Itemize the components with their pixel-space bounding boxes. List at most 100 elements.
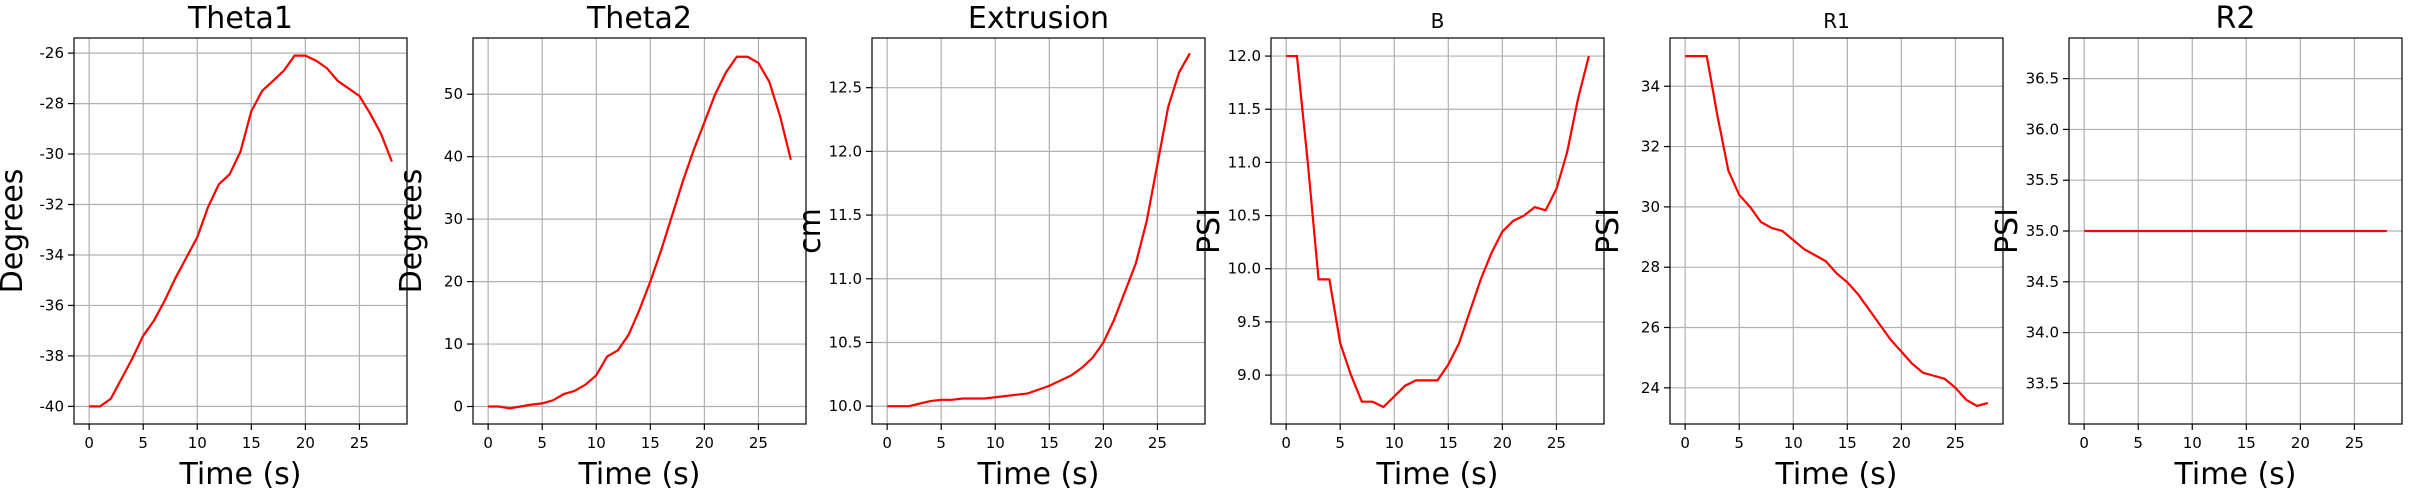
y-tick-label: -26 xyxy=(40,44,65,62)
x-tick-label: 15 xyxy=(1040,434,1059,452)
x-axis-label: Time (s) xyxy=(2174,457,2297,492)
axes-frame xyxy=(73,37,408,425)
y-tick-label: 50 xyxy=(444,85,463,103)
x-tick-label: 5 xyxy=(936,434,946,452)
x-axis-label: Time (s) xyxy=(977,457,1100,492)
x-tick-label: 0 xyxy=(84,434,94,452)
axes-frame xyxy=(2068,37,2403,425)
y-tick-label: 11.5 xyxy=(829,206,862,224)
x-axis-label: Time (s) xyxy=(179,457,302,492)
y-tick-label: 34.5 xyxy=(2026,273,2059,291)
x-tick-label: 20 xyxy=(1094,434,1113,452)
x-tick-label: 25 xyxy=(749,434,768,452)
chart-title: R2 xyxy=(2216,1,2256,36)
subplot: 0 5 10 15 20 25 10.0 10.5 11.0 11.5 12.0 12.5 Extrus… xyxy=(793,1,1206,492)
y-tick-label: 10.5 xyxy=(829,333,862,351)
subplot: 0 5 10 15 20 25 -40 -38 -36 -34 -32 -30 -28 -26 Theta1… xyxy=(0,1,408,492)
x-tick-label: 0 xyxy=(1680,434,1690,452)
y-tick-label: 12.0 xyxy=(1228,47,1261,65)
x-tick-label: 20 xyxy=(296,434,315,452)
y-tick-label: 40 xyxy=(444,148,463,166)
y-tick-label: 12.5 xyxy=(829,79,862,97)
y-axis-label: PSI xyxy=(1990,208,2025,254)
x-tick-label: 5 xyxy=(537,434,547,452)
y-tick-label: 0 xyxy=(453,398,463,416)
x-tick-label: 10 xyxy=(986,434,1005,452)
y-tick-label: 10 xyxy=(444,335,463,353)
y-tick-label: -36 xyxy=(40,296,65,314)
x-tick-label: 10 xyxy=(188,434,207,452)
subplot: 0 5 10 15 20 25 0 10 20 30 40 50 Theta2 Time (s) Degre… xyxy=(394,1,807,492)
y-tick-label: 30 xyxy=(1641,198,1660,216)
y-tick-label: -30 xyxy=(40,145,65,163)
axes-frame xyxy=(871,37,1206,425)
x-axis-label: Time (s) xyxy=(1376,457,1499,492)
axes-frame xyxy=(1270,37,1605,425)
y-tick-label: 35.0 xyxy=(2026,222,2059,240)
y-tick-label: 11.5 xyxy=(1228,100,1261,118)
x-tick-label: 15 xyxy=(1439,434,1458,452)
subplot: 0 5 10 15 20 25 9.0 9.5 10.0 10.5 11.0 11.5 12.0 B Tim… xyxy=(1192,9,1605,492)
x-tick-label: 25 xyxy=(1547,434,1566,452)
subplot: 0 5 10 15 20 25 24 26 28 30 32 34 R1 Time (s) PSI xyxy=(1591,9,2004,492)
y-tick-label: 10.0 xyxy=(829,397,862,415)
x-tick-label: 15 xyxy=(242,434,261,452)
x-tick-label: 5 xyxy=(2133,434,2143,452)
y-axis-label: Degrees xyxy=(394,169,429,294)
y-tick-label: 11.0 xyxy=(829,270,862,288)
x-tick-label: 10 xyxy=(2183,434,2202,452)
y-tick-label: -40 xyxy=(40,397,65,415)
y-tick-label: 33.5 xyxy=(2026,374,2059,392)
y-tick-label: 34 xyxy=(1641,77,1660,95)
chart-title: R1 xyxy=(1823,9,1850,33)
x-tick-label: 25 xyxy=(350,434,369,452)
chart-title: Extrusion xyxy=(968,1,1109,36)
y-tick-label: 11.0 xyxy=(1228,153,1261,171)
axes-frame xyxy=(472,37,807,425)
y-tick-label: 12.0 xyxy=(829,142,862,160)
y-tick-label: 35.5 xyxy=(2026,171,2059,189)
x-tick-label: 20 xyxy=(2291,434,2310,452)
y-axis-label: Degrees xyxy=(0,169,30,294)
y-tick-label: 28 xyxy=(1641,258,1660,276)
x-tick-label: 0 xyxy=(483,434,493,452)
y-tick-label: 9.5 xyxy=(1237,313,1261,331)
y-tick-label: 30 xyxy=(444,210,463,228)
y-tick-label: 20 xyxy=(444,273,463,291)
data-line xyxy=(89,54,393,408)
y-axis-label: cm xyxy=(793,208,828,254)
x-axis-label: Time (s) xyxy=(1775,457,1898,492)
x-tick-label: 20 xyxy=(1493,434,1512,452)
x-tick-label: 25 xyxy=(2345,434,2364,452)
y-tick-label: -28 xyxy=(40,95,65,113)
y-axis-label: PSI xyxy=(1591,208,1626,254)
y-tick-label: -38 xyxy=(40,347,65,365)
subplot: 0 5 10 15 20 25 33.5 34.0 34.5 35.0 35.5 36.0 36.5 R2… xyxy=(1990,1,2403,492)
x-tick-label: 10 xyxy=(587,434,606,452)
data-line xyxy=(488,55,792,410)
y-tick-label: 32 xyxy=(1641,138,1660,156)
chart-title: Theta2 xyxy=(586,1,692,36)
x-tick-label: 15 xyxy=(1838,434,1857,452)
x-tick-label: 10 xyxy=(1784,434,1803,452)
axes-frame xyxy=(1669,37,2004,425)
y-tick-label: 34.0 xyxy=(2026,324,2059,342)
chart-title: Theta1 xyxy=(187,1,293,36)
y-tick-label: 9.0 xyxy=(1237,366,1261,384)
x-tick-label: 20 xyxy=(695,434,714,452)
x-tick-label: 5 xyxy=(1734,434,1744,452)
y-tick-label: 10.5 xyxy=(1228,207,1261,225)
y-tick-label: 24 xyxy=(1641,379,1660,397)
x-tick-label: 10 xyxy=(1385,434,1404,452)
x-tick-label: 25 xyxy=(1148,434,1167,452)
x-tick-label: 25 xyxy=(1946,434,1965,452)
y-tick-label: 36.0 xyxy=(2026,120,2059,138)
x-tick-label: 20 xyxy=(1892,434,1911,452)
x-tick-label: 15 xyxy=(2237,434,2256,452)
x-tick-label: 15 xyxy=(641,434,660,452)
x-tick-label: 0 xyxy=(2079,434,2089,452)
y-tick-label: -34 xyxy=(40,246,65,264)
x-axis-label: Time (s) xyxy=(578,457,701,492)
data-line xyxy=(887,52,1191,408)
